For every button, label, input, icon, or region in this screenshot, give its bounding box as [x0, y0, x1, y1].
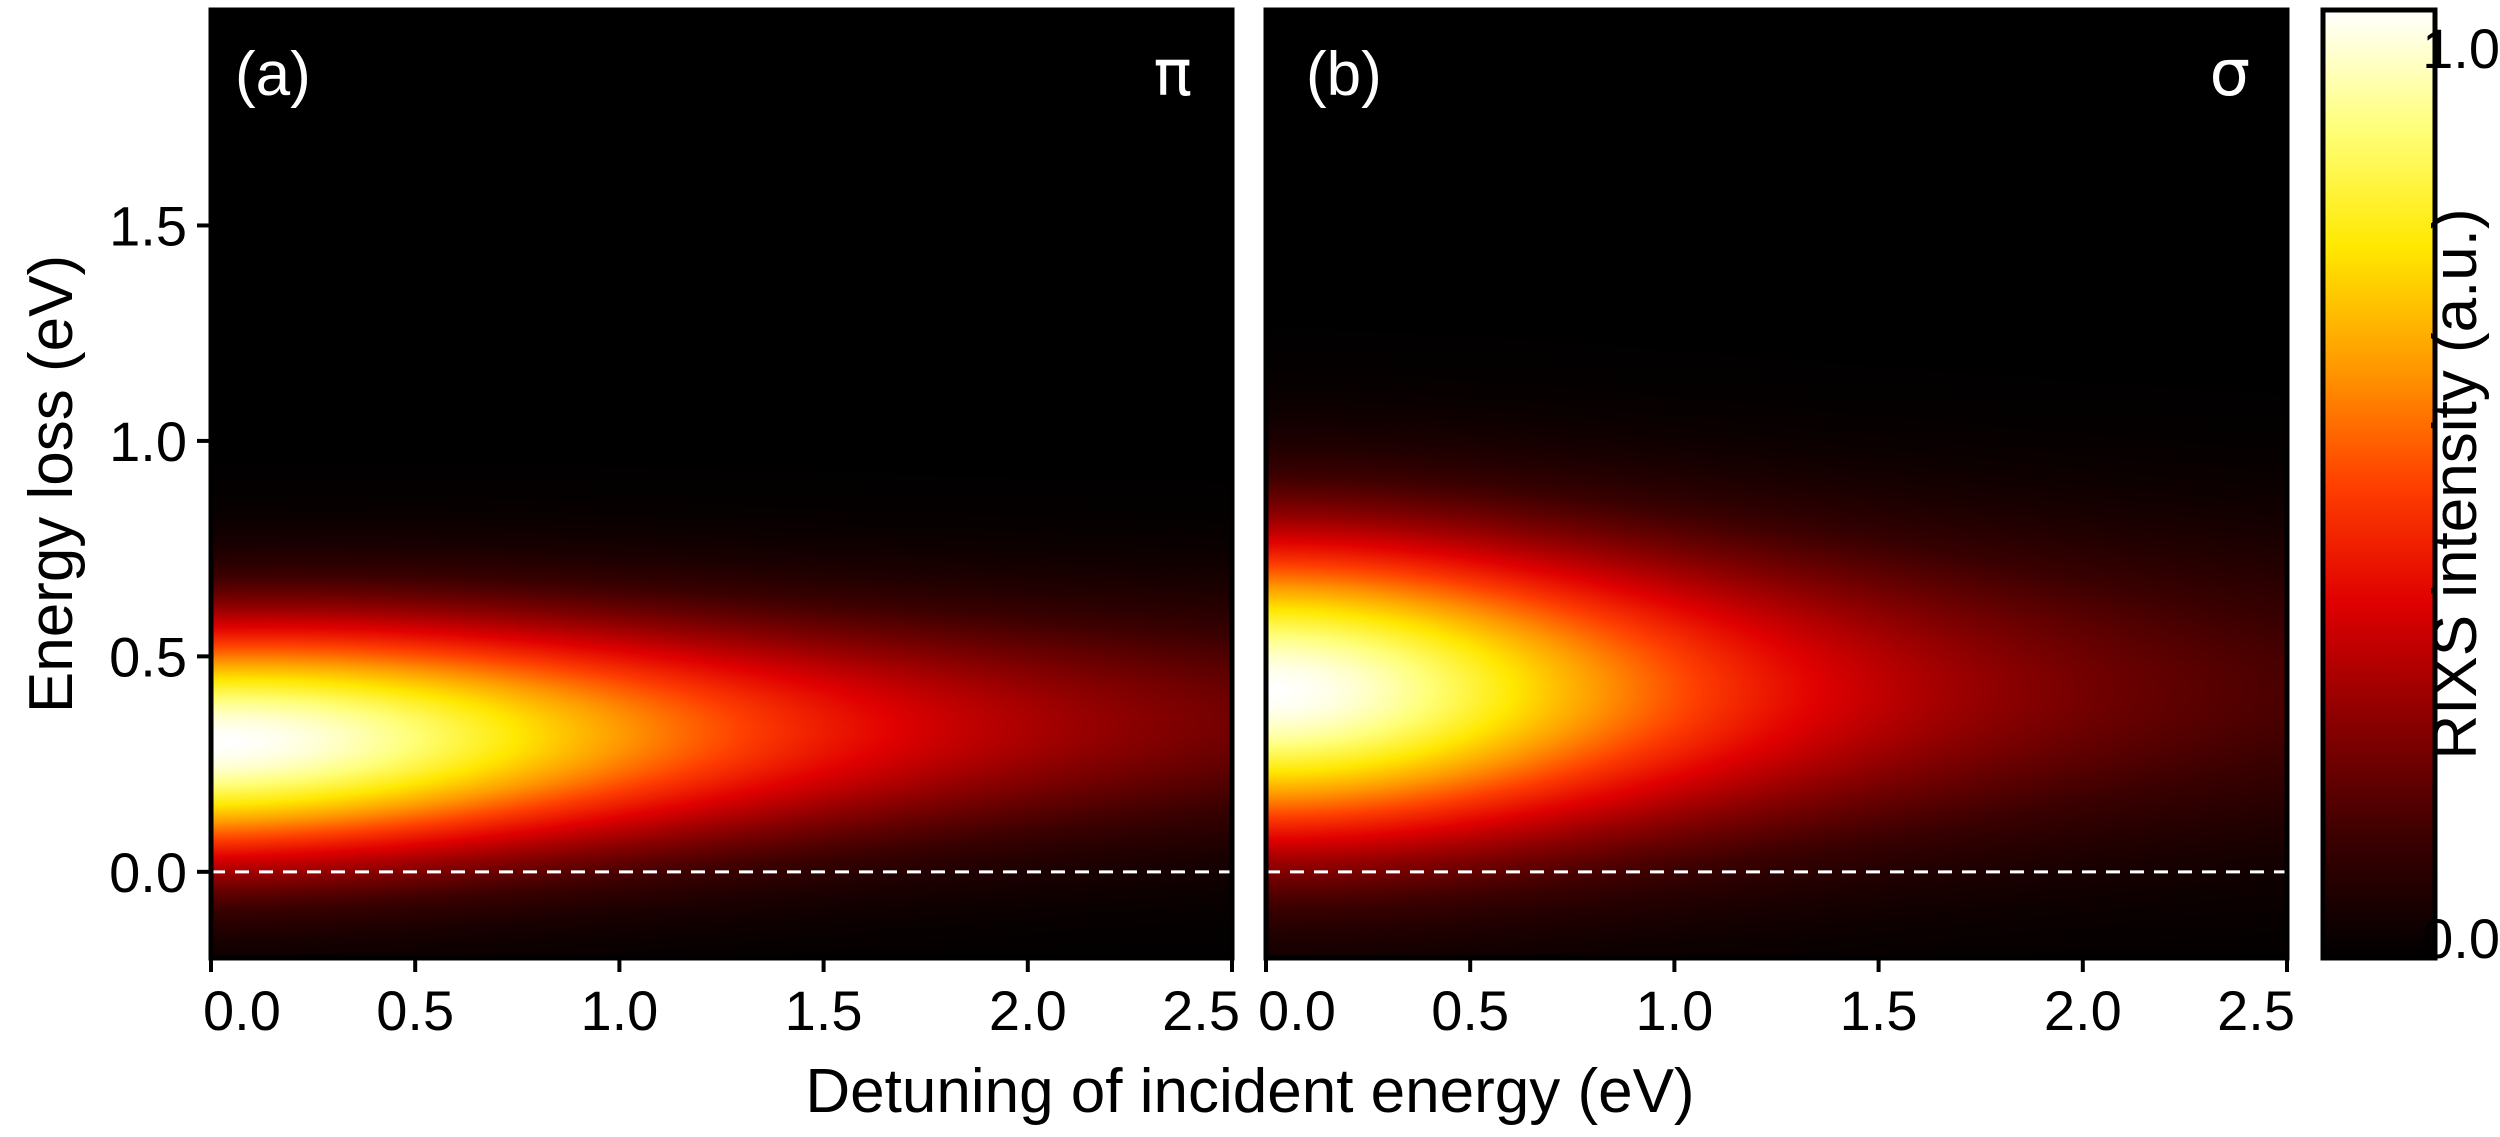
colorbar-tick-max: 1.0 — [2422, 17, 2500, 80]
x-tick-label: 2.5 — [2217, 979, 2295, 1042]
heatmap-sigma-container — [1266, 10, 2287, 958]
colorbar-label: RIXS intensity (a.u.) — [2421, 208, 2490, 759]
heatmap-pi — [211, 10, 1232, 958]
heatmap-sigma — [1266, 10, 2287, 958]
y-tick-label: 1.5 — [109, 194, 187, 257]
colorbar: 1.0 0.0 RIXS intensity (a.u.) — [2320, 7, 2500, 970]
panel-label-a: (a) — [235, 40, 311, 109]
y-tick-label: 0.5 — [109, 625, 187, 688]
panel-label-b: (b) — [1306, 40, 1382, 109]
x-tick-label: 2.0 — [989, 979, 1067, 1042]
polarization-label-sigma: σ — [2209, 37, 2250, 111]
x-tick-label: 1.5 — [1840, 979, 1918, 1042]
x-tick-label: 0.5 — [1431, 979, 1509, 1042]
x-tick-label: 1.0 — [1635, 979, 1713, 1042]
x-tick-label: 1.0 — [580, 979, 658, 1042]
y-axis-label: Energy loss (eV) — [17, 255, 86, 713]
colorbar-gradient — [2323, 10, 2435, 958]
polarization-label-pi: π — [1153, 37, 1192, 111]
x-tick-label: 2.5 — [1162, 979, 1240, 1042]
y-tick-label: 1.0 — [109, 410, 187, 473]
x-tick-label: 0.0 — [1258, 979, 1336, 1042]
panel-sigma: (b) σ 0.0 0.5 1.0 1.5 2.0 2.5 — [1258, 7, 2295, 1042]
x-axis-ticks-pi: 0.0 0.5 1.0 1.5 2.0 2.5 — [203, 958, 1240, 1042]
y-tick-label: 0.0 — [109, 841, 187, 904]
colorbar-tick-min: 0.0 — [2422, 907, 2500, 970]
x-tick-label: 1.5 — [785, 979, 863, 1042]
x-tick-label: 2.0 — [2044, 979, 2122, 1042]
panel-pi: (a) π 0.0 0.5 1.0 1.5 2.0 2.5 — [203, 7, 1240, 1042]
panel-frame-pi — [208, 7, 1235, 961]
x-axis-ticks-sigma: 0.0 0.5 1.0 1.5 2.0 2.5 — [1258, 958, 2295, 1042]
x-tick-label: 0.5 — [376, 979, 454, 1042]
x-tick-label: 0.0 — [203, 979, 281, 1042]
colorbar-frame — [2320, 7, 2438, 961]
panel-frame-sigma — [1263, 7, 2290, 961]
x-axis-label: Detuning of incident energy (eV) — [805, 1057, 1694, 1126]
y-axis-ticks: 0.0 0.5 1.0 1.5 — [109, 194, 211, 904]
heatmap-pi-container — [211, 10, 1232, 958]
